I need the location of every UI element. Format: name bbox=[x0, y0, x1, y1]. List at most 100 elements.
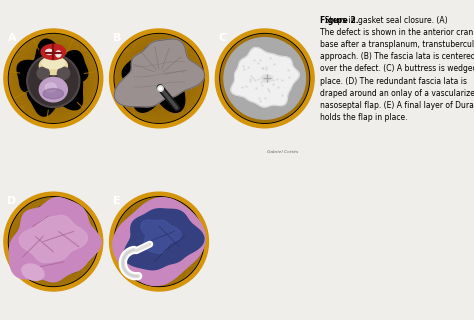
Polygon shape bbox=[158, 103, 159, 123]
Polygon shape bbox=[56, 197, 57, 209]
Polygon shape bbox=[54, 271, 55, 286]
Polygon shape bbox=[139, 201, 143, 208]
Polygon shape bbox=[9, 75, 18, 76]
Polygon shape bbox=[291, 52, 301, 60]
Polygon shape bbox=[115, 83, 128, 86]
Polygon shape bbox=[44, 35, 45, 39]
Polygon shape bbox=[117, 88, 134, 94]
Polygon shape bbox=[83, 92, 94, 97]
Polygon shape bbox=[23, 45, 35, 59]
Polygon shape bbox=[132, 206, 139, 216]
Polygon shape bbox=[155, 34, 156, 43]
Polygon shape bbox=[21, 211, 34, 224]
Polygon shape bbox=[231, 101, 238, 108]
Polygon shape bbox=[149, 276, 152, 285]
Polygon shape bbox=[67, 108, 72, 119]
Polygon shape bbox=[276, 36, 280, 45]
Polygon shape bbox=[185, 52, 195, 59]
Polygon shape bbox=[9, 77, 18, 78]
Polygon shape bbox=[81, 245, 98, 247]
Polygon shape bbox=[10, 68, 17, 70]
Polygon shape bbox=[192, 61, 200, 65]
Polygon shape bbox=[15, 219, 27, 226]
Polygon shape bbox=[118, 224, 129, 228]
Polygon shape bbox=[116, 229, 124, 232]
Polygon shape bbox=[83, 102, 88, 107]
Polygon shape bbox=[190, 219, 198, 224]
Polygon shape bbox=[57, 268, 60, 286]
Polygon shape bbox=[117, 252, 130, 256]
Polygon shape bbox=[76, 110, 80, 115]
Polygon shape bbox=[52, 272, 53, 286]
Polygon shape bbox=[59, 35, 62, 48]
Polygon shape bbox=[289, 86, 307, 93]
Polygon shape bbox=[146, 277, 148, 284]
Polygon shape bbox=[88, 234, 97, 236]
Polygon shape bbox=[121, 217, 135, 226]
Polygon shape bbox=[222, 86, 239, 91]
Polygon shape bbox=[20, 48, 34, 60]
Polygon shape bbox=[175, 41, 184, 54]
Polygon shape bbox=[282, 43, 292, 56]
Polygon shape bbox=[83, 252, 95, 257]
Polygon shape bbox=[73, 205, 80, 215]
Polygon shape bbox=[175, 113, 179, 119]
Polygon shape bbox=[76, 272, 81, 277]
Polygon shape bbox=[119, 59, 128, 63]
Polygon shape bbox=[288, 110, 292, 115]
Polygon shape bbox=[9, 83, 19, 84]
Polygon shape bbox=[69, 109, 74, 118]
Polygon shape bbox=[188, 262, 195, 268]
Polygon shape bbox=[135, 275, 138, 279]
Polygon shape bbox=[89, 73, 98, 75]
Polygon shape bbox=[118, 59, 127, 63]
Polygon shape bbox=[10, 231, 17, 233]
Polygon shape bbox=[228, 97, 238, 104]
Polygon shape bbox=[69, 273, 73, 282]
Polygon shape bbox=[69, 203, 76, 215]
Polygon shape bbox=[79, 269, 84, 275]
Polygon shape bbox=[118, 253, 135, 261]
Polygon shape bbox=[18, 51, 29, 60]
Polygon shape bbox=[290, 86, 308, 92]
Polygon shape bbox=[180, 273, 184, 279]
Polygon shape bbox=[36, 37, 39, 43]
Polygon shape bbox=[115, 238, 119, 239]
Polygon shape bbox=[11, 89, 21, 92]
Polygon shape bbox=[179, 273, 183, 279]
Polygon shape bbox=[222, 66, 228, 69]
Polygon shape bbox=[84, 218, 91, 223]
Polygon shape bbox=[58, 34, 61, 47]
Polygon shape bbox=[121, 95, 133, 103]
Polygon shape bbox=[83, 88, 96, 92]
Polygon shape bbox=[249, 36, 253, 46]
Polygon shape bbox=[295, 84, 309, 87]
Polygon shape bbox=[14, 220, 26, 227]
Polygon shape bbox=[193, 81, 203, 82]
Polygon shape bbox=[128, 46, 138, 56]
Polygon shape bbox=[225, 58, 234, 63]
Polygon shape bbox=[32, 39, 37, 48]
Polygon shape bbox=[221, 68, 228, 70]
Polygon shape bbox=[185, 105, 190, 111]
Polygon shape bbox=[124, 259, 136, 269]
Polygon shape bbox=[145, 278, 147, 284]
Polygon shape bbox=[65, 38, 72, 53]
Polygon shape bbox=[220, 74, 227, 75]
Polygon shape bbox=[9, 74, 18, 75]
Polygon shape bbox=[88, 232, 97, 235]
Polygon shape bbox=[149, 198, 151, 205]
Polygon shape bbox=[46, 197, 48, 206]
Polygon shape bbox=[138, 202, 142, 209]
Polygon shape bbox=[120, 57, 129, 62]
Circle shape bbox=[220, 34, 310, 123]
Polygon shape bbox=[14, 93, 27, 100]
Polygon shape bbox=[175, 204, 183, 215]
Polygon shape bbox=[61, 105, 65, 122]
Polygon shape bbox=[77, 271, 81, 277]
Polygon shape bbox=[175, 40, 182, 52]
Polygon shape bbox=[33, 277, 36, 282]
Polygon shape bbox=[133, 42, 143, 55]
Polygon shape bbox=[83, 92, 94, 98]
Polygon shape bbox=[140, 277, 143, 283]
